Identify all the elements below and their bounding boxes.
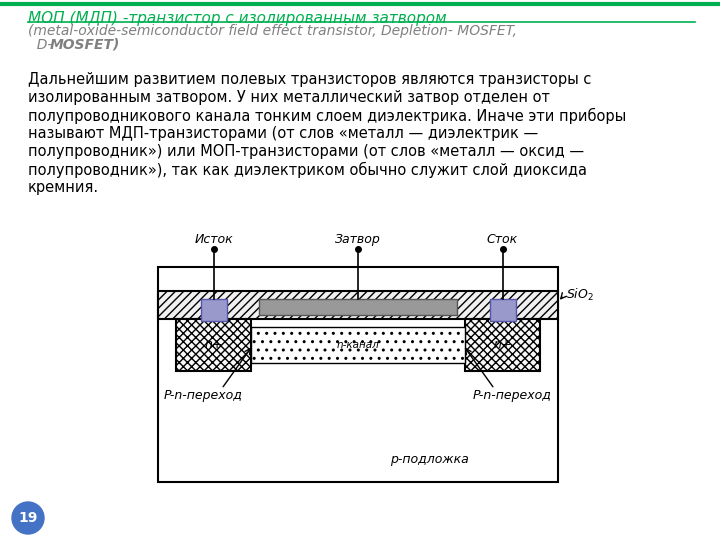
Text: $SiO_2$: $SiO_2$	[566, 287, 594, 303]
Bar	[158, 267, 558, 482]
Text: n-канал: n-канал	[337, 340, 379, 350]
Text: называют МДП-транзисторами (от слов «металл — диэлектрик —: называют МДП-транзисторами (от слов «мет…	[28, 126, 539, 141]
Text: МОП (МДП) -транзистор с изолированным затвором: МОП (МДП) -транзистор с изолированным за…	[28, 11, 446, 26]
Text: (metal-oxide-semiconductor field effect transistor, Depletion- MOSFET,: (metal-oxide-semiconductor field effect …	[28, 24, 517, 38]
Bar	[158, 291, 558, 319]
Text: D-: D-	[28, 38, 53, 52]
Bar	[259, 299, 457, 315]
Text: P-n-переход: P-n-переход	[164, 389, 243, 402]
Text: P-n-переход: P-n-переход	[473, 389, 552, 402]
Text: n+: n+	[493, 339, 512, 352]
Bar	[251, 327, 465, 363]
Bar	[465, 319, 540, 371]
Bar	[176, 319, 251, 371]
Text: Сток: Сток	[487, 233, 518, 246]
Text: Дальнейшим развитием полевых транзисторов являются транзисторы с: Дальнейшим развитием полевых транзисторо…	[28, 72, 591, 87]
Bar	[490, 299, 516, 321]
Text: MOSFET): MOSFET)	[50, 38, 120, 52]
Circle shape	[12, 502, 44, 534]
Bar	[200, 299, 227, 321]
Text: полупроводник») или МОП-транзисторами (от слов «металл — оксид —: полупроводник») или МОП-транзисторами (о…	[28, 144, 584, 159]
Text: изолированным затвором. У них металлический затвор отделен от: изолированным затвором. У них металличес…	[28, 90, 550, 105]
Text: 19: 19	[18, 511, 37, 525]
Text: Исток: Исток	[194, 233, 233, 246]
Text: Затвор: Затвор	[335, 233, 381, 246]
Text: полупроводникового канала тонким слоем диэлектрика. Иначе эти приборы: полупроводникового канала тонким слоем д…	[28, 108, 626, 124]
Text: кремния.: кремния.	[28, 180, 99, 195]
Text: полупроводник»), так как диэлектриком обычно служит слой диоксида: полупроводник»), так как диэлектриком об…	[28, 162, 587, 178]
Text: р-подложка: р-подложка	[390, 454, 469, 467]
Text: n+: n+	[204, 339, 222, 352]
